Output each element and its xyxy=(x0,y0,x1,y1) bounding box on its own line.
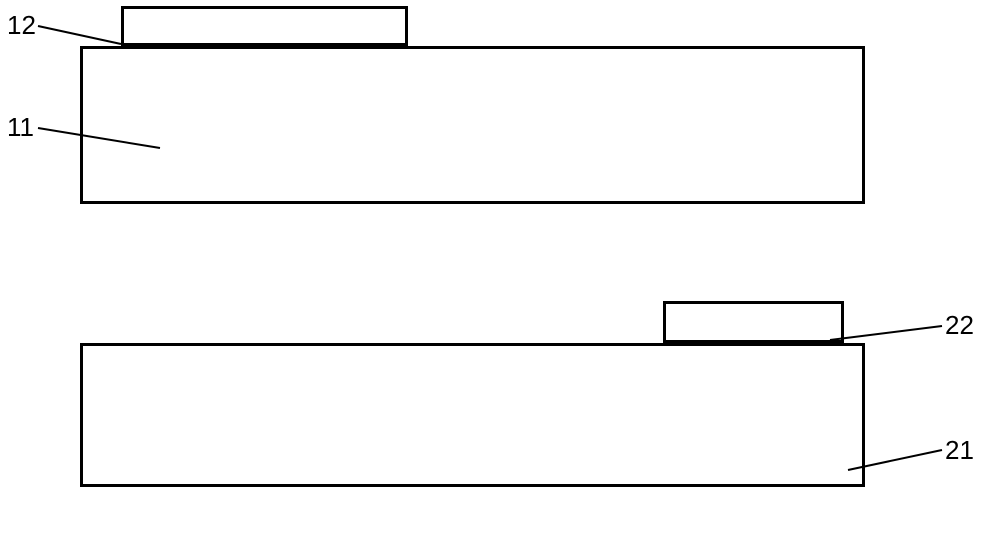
label-11: 11 xyxy=(7,112,34,143)
leader-22 xyxy=(830,326,942,340)
label-21: 21 xyxy=(945,435,974,466)
leader-lines xyxy=(0,0,1000,534)
leader-11 xyxy=(38,128,160,148)
diagram-canvas: 12 11 22 21 xyxy=(0,0,1000,534)
leader-21 xyxy=(848,450,942,470)
label-22: 22 xyxy=(945,310,974,341)
leader-12 xyxy=(38,26,121,44)
label-12: 12 xyxy=(7,10,36,41)
